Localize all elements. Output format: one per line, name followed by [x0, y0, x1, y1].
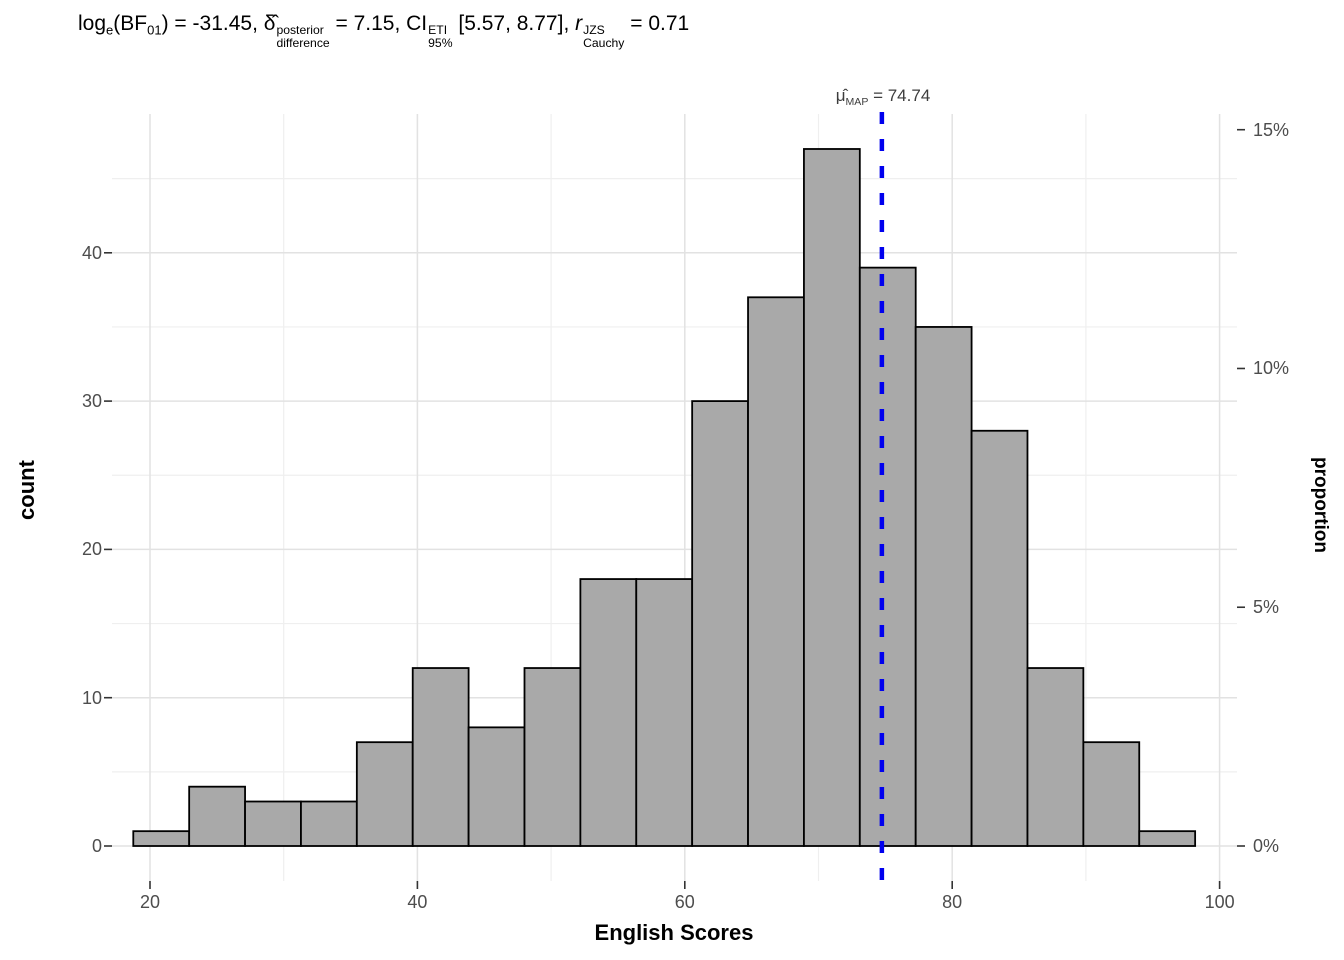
histogram-bar	[1026, 667, 1085, 847]
histogram-bar	[188, 785, 246, 847]
x-tick-label: 40	[407, 892, 428, 912]
y-left-tick-label: 30	[81, 391, 102, 412]
x-tick-label: 60	[674, 892, 695, 912]
map-value: = 74.74	[868, 86, 931, 106]
title-log-base: e	[106, 22, 114, 38]
title-bf-sub: 01	[147, 22, 162, 38]
title-delta-value-and-ci: = 7.15, CI	[329, 12, 428, 35]
histogram-bar	[355, 741, 414, 847]
y-left-tick-label: 0	[91, 836, 102, 856]
y-left-tick-label: 40	[81, 242, 102, 263]
y-right-tick-label: 0%	[1253, 836, 1280, 856]
y-left-tick-label: 20	[81, 539, 102, 560]
title-r-supsub-sup: JZS	[583, 23, 605, 38]
y-right-tick-label: 15%	[1253, 119, 1290, 140]
title-ci-supsub-sup: ETI	[428, 23, 448, 38]
histogram-bar	[747, 296, 805, 847]
histogram-bar	[411, 667, 470, 847]
histogram-bar	[523, 667, 582, 847]
map-mu-hat: μ̂	[835, 86, 846, 106]
histogram-bar	[914, 326, 973, 847]
histogram-bar	[244, 800, 302, 847]
title-delta-supsub-sub: difference	[276, 36, 330, 51]
histogram-bar	[803, 148, 861, 847]
histogram-bar	[300, 800, 358, 847]
histogram-bar	[1082, 741, 1141, 847]
title-ci-supsub-sub: 95%	[428, 36, 453, 51]
map-sub: MAP	[845, 95, 869, 108]
title-ci-supsub: ETI 95%	[428, 24, 452, 50]
axis-ticks	[104, 128, 1245, 889]
title-r-supsub: JZS Cauchy	[583, 24, 624, 50]
title-bf-value: ) = -31.45,	[161, 12, 264, 35]
title-r: r	[575, 12, 583, 35]
histogram-bar	[132, 830, 191, 847]
y-right-tick-label: 10%	[1253, 358, 1290, 379]
x-tick-label: 20	[139, 892, 161, 912]
histogram-bar	[970, 429, 1029, 847]
title-r-supsub-sub: Cauchy	[583, 36, 625, 51]
title-bf: (BF	[113, 12, 148, 35]
y-axis-title-proportion: proportion	[1310, 456, 1331, 554]
title-delta-hat: δ̂	[263, 12, 276, 35]
histogram-bar	[467, 726, 526, 847]
y-left-tick-label: 10	[81, 687, 102, 708]
histogram-bar	[579, 578, 638, 847]
map-estimate-label: μ̂MAP = 74.74	[836, 86, 931, 108]
x-tick-label: 100	[1204, 892, 1235, 912]
histogram-bar	[858, 266, 917, 847]
title-ci-interval: [5.57, 8.77],	[452, 12, 576, 35]
x-axis-title: English Scores	[594, 920, 754, 945]
histogram-bar	[1138, 830, 1197, 847]
x-tick-label: 80	[942, 892, 963, 912]
title-delta-supsub-sup: posterior	[276, 23, 324, 38]
title-log: log	[78, 12, 107, 35]
title-delta-supsub: posterior difference	[276, 24, 329, 50]
histogram-bar	[635, 578, 694, 847]
histogram-bar	[691, 400, 749, 847]
y-right-tick-label: 5%	[1253, 597, 1280, 618]
plot-title: loge(BF01) = -31.45, δ̂ posterior differen…	[78, 12, 689, 50]
histogram-bars	[132, 148, 1197, 847]
title-r-value: = 0.71	[624, 12, 690, 35]
y-axis-title-count: count	[14, 460, 39, 520]
